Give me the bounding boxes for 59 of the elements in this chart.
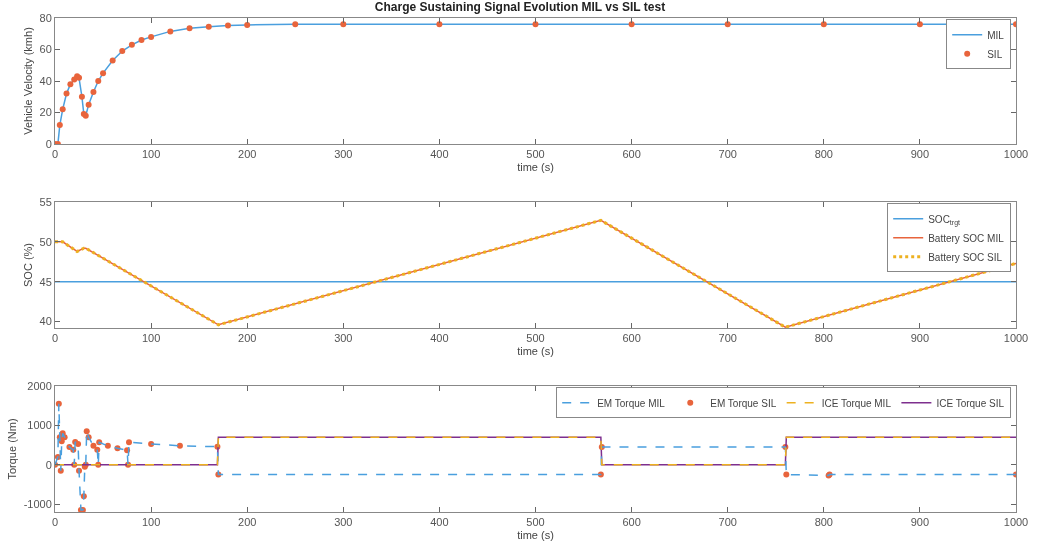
x-tick-label: 300 <box>334 332 353 345</box>
y-tick-label: 80 <box>39 11 52 24</box>
y-tick-label: 45 <box>39 275 52 288</box>
x-tick-label: 200 <box>238 332 257 345</box>
x-axis-title: time (s) <box>517 529 554 542</box>
x-tick-label: 700 <box>718 332 737 345</box>
y-tick-label: 60 <box>39 43 52 56</box>
x-tick-label: 600 <box>622 148 641 161</box>
x-tick-label: 900 <box>910 516 930 529</box>
x-tick-label: 600 <box>622 516 641 529</box>
legend-label: ICE Torque SIL <box>936 397 1005 409</box>
x-tick-label: 100 <box>141 332 161 345</box>
legend-label: SIL <box>987 48 1003 60</box>
x-tick-label: 600 <box>622 332 641 345</box>
x-tick-label: 100 <box>141 148 161 161</box>
x-axis-title: time (s) <box>517 161 554 174</box>
y-axis-title: SOC (%) <box>22 243 35 287</box>
x-tick-label: 1000 <box>1003 332 1029 345</box>
y-tick-label: 40 <box>39 315 52 328</box>
x-tick-label: 400 <box>430 332 449 345</box>
x-tick-label: 700 <box>718 516 737 529</box>
x-tick-label: 800 <box>814 516 833 529</box>
x-tick-label: 500 <box>526 148 545 161</box>
y-tick-label: 50 <box>39 235 52 248</box>
x-tick-label: 300 <box>334 148 353 161</box>
x-tick-label: 400 <box>430 516 449 529</box>
x-tick-label: 400 <box>430 148 449 161</box>
x-tick-label: 1000 <box>1003 148 1029 161</box>
legend-label: Battery SOC MIL <box>928 232 1005 244</box>
x-tick-label: 900 <box>910 332 930 345</box>
x-tick-label: 100 <box>141 516 161 529</box>
chart-title: Charge Sustaining Signal Evolution MIL vs SIL test <box>374 0 666 15</box>
x-tick-label: 200 <box>238 516 257 529</box>
legend-label: SOC$_{trgt}$ <box>928 213 961 227</box>
x-tick-label: 300 <box>334 516 353 529</box>
x-tick-label: 500 <box>526 516 545 529</box>
y-tick-label: 0 <box>45 137 52 150</box>
y-tick-label: 40 <box>39 74 52 87</box>
x-axis-title: time (s) <box>517 345 554 358</box>
legend-label: ICE Torque MIL <box>821 397 892 409</box>
legend-label: Battery SOC SIL <box>928 251 1003 263</box>
x-tick-label: 900 <box>910 148 930 161</box>
y-tick-label: -1000 <box>23 497 52 510</box>
legend-label: EM Torque MIL <box>597 397 666 409</box>
legend-label: EM Torque SIL <box>710 397 777 409</box>
x-tick-label: 800 <box>814 148 833 161</box>
legend-label: MIL <box>987 29 1005 41</box>
y-tick-label: 20 <box>39 106 52 119</box>
y-axis-title: Vehicle Velocity (kmh) <box>22 27 35 135</box>
y-tick-label: 1000 <box>27 419 52 432</box>
y-axis-title: Torque (Nm) <box>6 418 19 480</box>
x-tick-label: 500 <box>526 332 545 345</box>
y-tick-label: 55 <box>39 195 52 208</box>
y-tick-label: 2000 <box>27 379 52 392</box>
x-tick-label: 1000 <box>1003 516 1029 529</box>
y-tick-label: 0 <box>45 458 52 471</box>
x-tick-label: 700 <box>718 148 737 161</box>
x-tick-label: 200 <box>238 148 257 161</box>
x-tick-label: 800 <box>814 332 833 345</box>
